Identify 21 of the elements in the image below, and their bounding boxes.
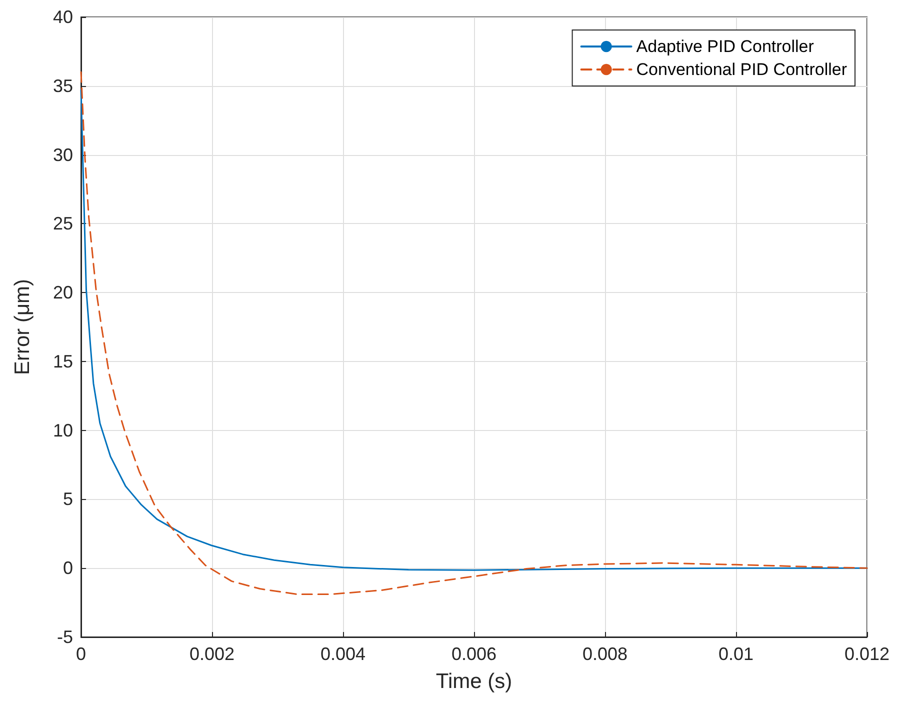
legend-label: Conventional PID Controller — [636, 60, 848, 79]
x-tick-label: 0 — [76, 644, 86, 664]
y-tick-label: 5 — [62, 489, 73, 510]
x-tick-label: 0.012 — [844, 644, 890, 664]
legend-label: Adaptive PID Controller — [636, 37, 814, 56]
y-tick-label: 10 — [52, 420, 73, 440]
y-tick-label: 20 — [52, 282, 73, 303]
y-tick-label: 0 — [62, 558, 73, 578]
y-tick-label: 25 — [52, 214, 73, 234]
y-tick-label: 35 — [52, 76, 73, 96]
y-axis-title: Error (μm) — [11, 278, 34, 376]
x-axis-title: Time (s) — [436, 670, 512, 693]
x-tick-label: 0.002 — [189, 644, 235, 664]
y-tick-label: 40 — [52, 7, 73, 27]
x-tick-label: 0.006 — [451, 644, 497, 664]
x-tick-label: 0.01 — [718, 644, 754, 664]
y-tick-label: -5 — [56, 627, 73, 647]
x-tick-label: 0.004 — [320, 644, 366, 664]
y-tick-label: 30 — [52, 144, 73, 165]
x-tick-label: 0.008 — [582, 644, 628, 664]
y-tick-label: 15 — [52, 351, 73, 372]
